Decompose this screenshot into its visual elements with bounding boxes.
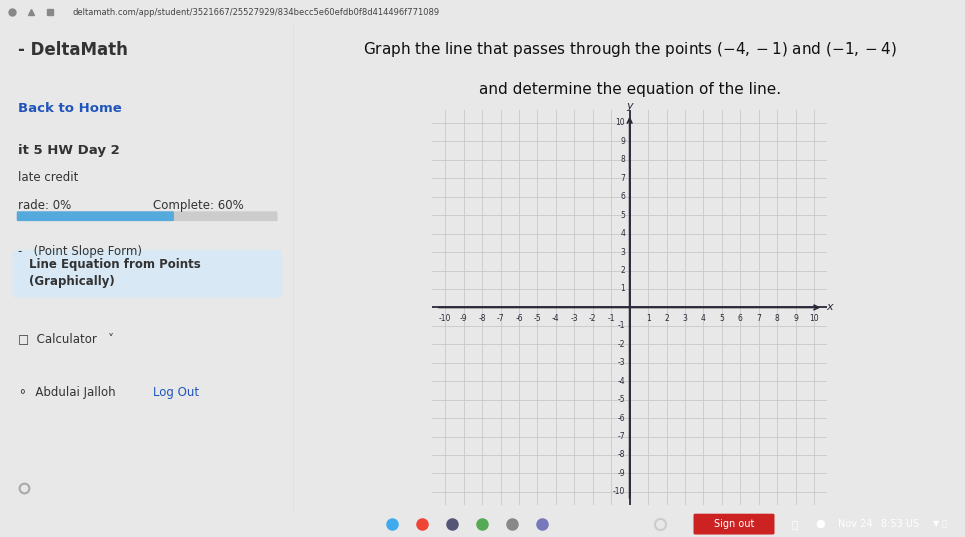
Text: Nov 24: Nov 24: [838, 519, 872, 529]
Text: 8: 8: [620, 155, 625, 164]
Text: -10: -10: [613, 488, 625, 496]
Text: x: x: [826, 302, 833, 313]
Text: -9: -9: [618, 469, 625, 478]
Text: -8: -8: [618, 451, 625, 460]
Text: -3: -3: [618, 358, 625, 367]
Text: 5: 5: [720, 314, 725, 323]
Text: Back to Home: Back to Home: [17, 103, 122, 115]
Text: -9: -9: [460, 314, 467, 323]
Text: late credit: late credit: [17, 171, 78, 184]
Text: 10: 10: [616, 119, 625, 127]
Text: 9: 9: [793, 314, 798, 323]
Text: -6: -6: [515, 314, 523, 323]
Text: ⚬  Abdulai Jalloh: ⚬ Abdulai Jalloh: [17, 386, 115, 399]
Text: -10: -10: [439, 314, 452, 323]
Text: -4: -4: [552, 314, 560, 323]
Text: 6: 6: [738, 314, 743, 323]
Text: -2: -2: [589, 314, 596, 323]
Text: -7: -7: [497, 314, 505, 323]
Text: 10: 10: [810, 314, 819, 323]
Text: -4: -4: [618, 377, 625, 386]
Text: 7: 7: [620, 174, 625, 183]
Text: rade: 0%: rade: 0%: [17, 199, 70, 212]
Text: Line Equation from Points
(Graphically): Line Equation from Points (Graphically): [29, 258, 201, 288]
Text: 8: 8: [775, 314, 780, 323]
Text: deltamath.com/app/student/3521667/25527929/834becc5e60efdb0f8d414496f771089: deltamath.com/app/student/3521667/255279…: [72, 8, 439, 17]
Text: Log Out: Log Out: [153, 386, 199, 399]
Text: □  Calculator   ˅: □ Calculator ˅: [17, 332, 114, 345]
Text: -3: -3: [570, 314, 578, 323]
Text: 9: 9: [620, 137, 625, 146]
Text: -1: -1: [608, 314, 615, 323]
Text: -6: -6: [618, 413, 625, 423]
Text: 4: 4: [701, 314, 705, 323]
Text: 7: 7: [757, 314, 761, 323]
FancyBboxPatch shape: [16, 212, 278, 221]
Text: -8: -8: [479, 314, 485, 323]
Text: 3: 3: [682, 314, 687, 323]
Text: -   (Point Slope Form): - (Point Slope Form): [17, 245, 142, 258]
Text: ●: ●: [815, 519, 825, 529]
Text: 5: 5: [620, 211, 625, 220]
Text: 3: 3: [620, 248, 625, 257]
Text: Complete: 60%: Complete: 60%: [153, 199, 244, 212]
Text: Graph the line that passes through the points $(-4,-1)$ and $(-1,-4)$: Graph the line that passes through the p…: [363, 40, 896, 59]
Text: -7: -7: [618, 432, 625, 441]
Text: ▼ ⬛: ▼ ⬛: [933, 520, 947, 528]
Text: 訂: 訂: [792, 519, 798, 529]
Text: 1: 1: [646, 314, 650, 323]
Text: 8:53 US: 8:53 US: [881, 519, 919, 529]
Text: -5: -5: [534, 314, 541, 323]
Text: - DeltaMath: - DeltaMath: [17, 41, 127, 59]
Text: -2: -2: [618, 340, 625, 349]
Text: 1: 1: [620, 285, 625, 294]
FancyBboxPatch shape: [694, 514, 775, 534]
Text: Sign out: Sign out: [714, 519, 755, 529]
Text: 4: 4: [620, 229, 625, 238]
Text: y: y: [626, 101, 633, 111]
Text: 6: 6: [620, 192, 625, 201]
Text: -5: -5: [618, 395, 625, 404]
Text: 2: 2: [664, 314, 669, 323]
FancyBboxPatch shape: [16, 212, 174, 221]
Text: it 5 HW Day 2: it 5 HW Day 2: [17, 144, 120, 157]
FancyBboxPatch shape: [13, 250, 282, 298]
Text: 2: 2: [620, 266, 625, 275]
Text: -1: -1: [618, 321, 625, 330]
Text: and determine the equation of the line.: and determine the equation of the line.: [479, 82, 781, 97]
